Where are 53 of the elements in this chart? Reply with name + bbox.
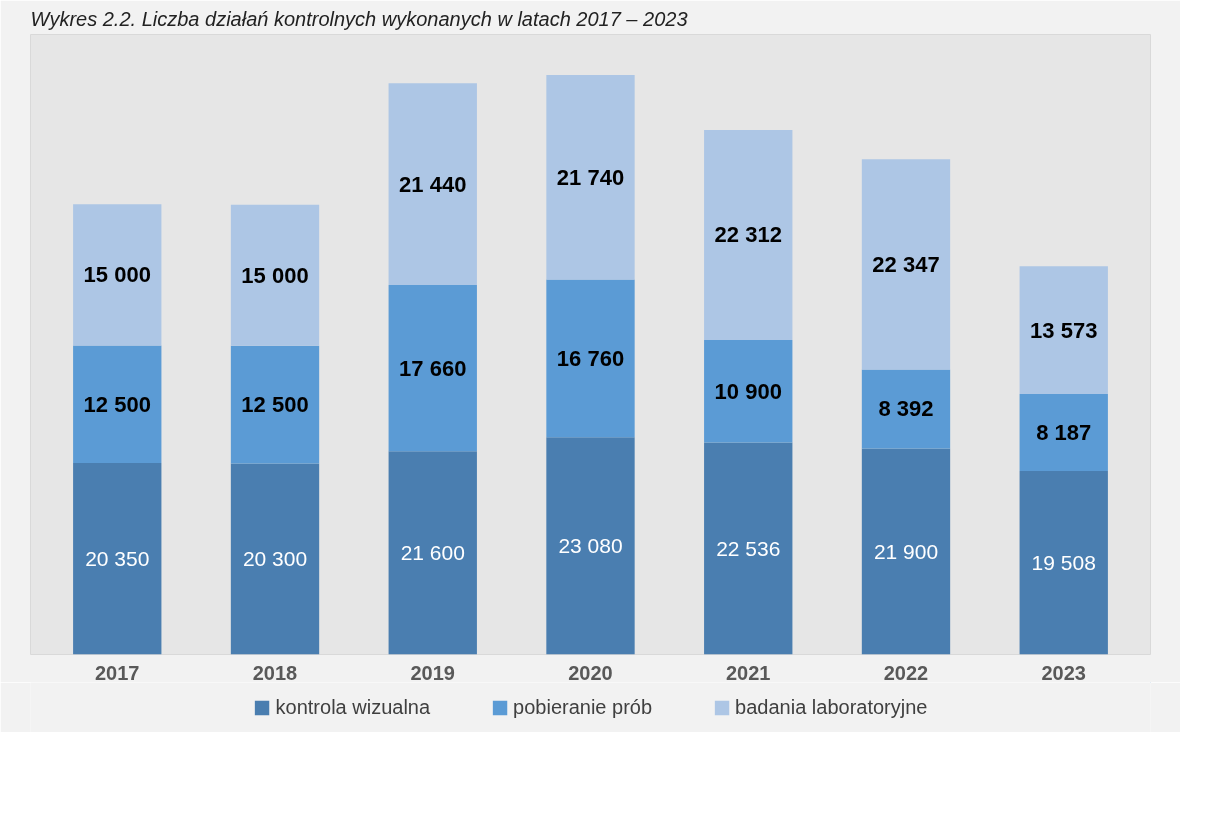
data-label: 21 900 [873,539,939,563]
bar [73,463,162,655]
bar [388,451,477,655]
bar [73,204,162,346]
bar [861,159,951,370]
chart-title: Wykres 2.2. Liczba działań kontrolnych wykonanych w latach 2017 – 2023 [30,7,688,30]
data-label: 12 500 [83,391,151,417]
data-label: 10 900 [714,378,782,404]
data-label: 13 573 [1030,317,1098,343]
bar [546,437,635,655]
bar [230,345,320,464]
data-label: 22 347 [872,251,940,277]
bar [546,279,635,438]
bar [230,204,320,346]
x-tick-label: 2022 [883,661,929,684]
bar [388,285,477,452]
bar [546,75,635,280]
data-label: 15 000 [241,262,309,288]
x-tick-label: 2019 [410,661,456,684]
data-label: 20 350 [85,547,150,571]
x-tick-label: 2017 [95,661,140,684]
data-label: 16 760 [556,345,625,371]
legend-label: badania laboratoryjne [735,695,928,719]
x-tick-label: 2023 [1041,661,1086,684]
data-label: 23 080 [558,534,623,558]
data-label: 20 300 [242,547,308,571]
data-label: 8 392 [878,396,934,422]
bar [704,339,793,443]
data-label: 12 500 [241,392,309,418]
x-tick-label: 2020 [568,661,613,684]
bar [1019,266,1108,394]
bar [704,129,793,340]
bar [1019,470,1108,655]
bar [704,442,793,655]
data-label: 17 660 [399,355,467,381]
bar [230,463,320,655]
bar [388,83,477,286]
data-label: 21 600 [400,541,465,565]
data-label: 21 440 [399,171,467,197]
data-label: 15 000 [83,262,151,288]
data-label: 19 508 [1031,551,1096,575]
x-tick-label: 2018 [252,661,298,684]
bar [861,369,951,449]
bar [73,345,162,464]
bar [1019,393,1108,471]
data-label: 22 312 [714,222,782,248]
legend-label: kontrola wizualna [275,695,431,719]
bar [861,448,951,655]
data-label: 21 740 [556,164,625,190]
data-label: 8 187 [1036,419,1092,445]
x-tick-label: 2021 [726,661,771,684]
legend-label: pobieranie prób [513,695,653,719]
data-label: 22 536 [716,536,781,560]
